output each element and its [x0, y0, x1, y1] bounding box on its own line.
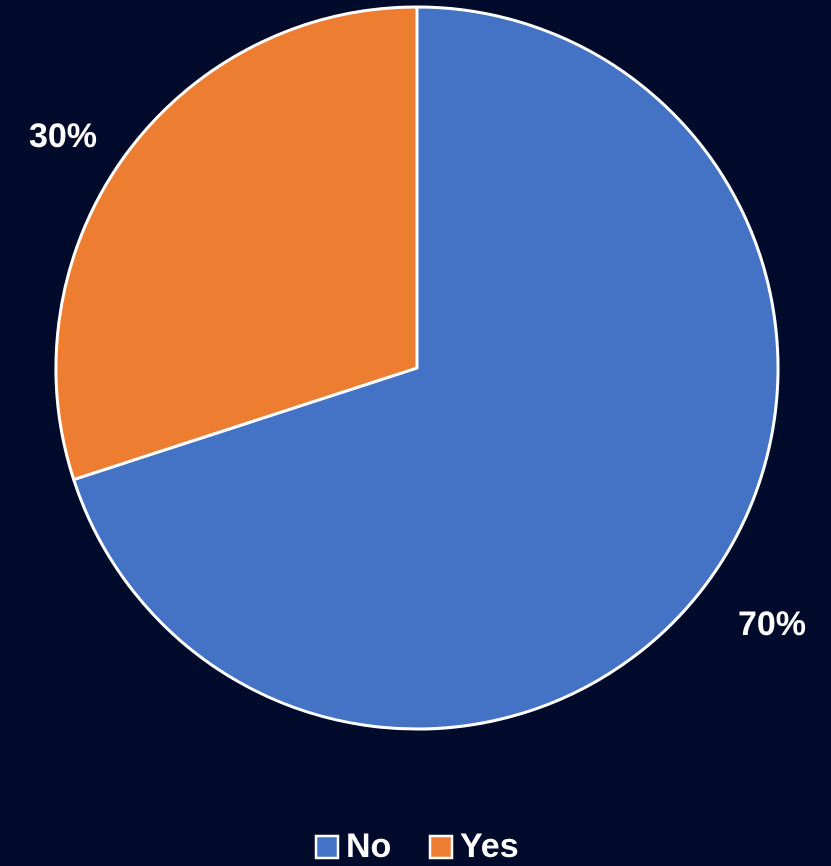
- pie-slices: [54, 5, 780, 731]
- chart-legend: No Yes: [314, 827, 519, 865]
- pie-data-labels: 70% 30%: [29, 117, 806, 643]
- pie-slice-yes: [54, 5, 419, 482]
- legend-swatch-no: [314, 834, 340, 860]
- legend-label-no: No: [346, 827, 391, 865]
- data-label-yes: 30%: [29, 117, 97, 155]
- legend-swatch-yes: [428, 834, 454, 860]
- data-label-no: 70%: [738, 605, 806, 643]
- legend-label-yes: Yes: [460, 827, 519, 865]
- pie-slice-no: [72, 5, 780, 731]
